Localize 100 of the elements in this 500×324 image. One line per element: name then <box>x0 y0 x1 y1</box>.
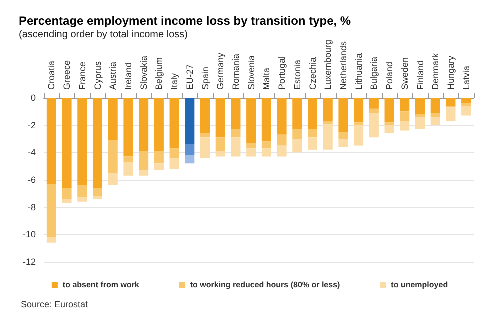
bar <box>216 98 226 138</box>
bar <box>246 148 256 157</box>
source-note: Source: Eurostat <box>21 300 89 310</box>
bar <box>369 108 379 114</box>
bar <box>400 112 410 122</box>
x-tick-label: Portugal <box>277 56 288 90</box>
bar <box>369 113 379 138</box>
bar <box>124 162 134 176</box>
legend-label: to unemployed <box>391 280 448 290</box>
bar <box>108 140 118 174</box>
x-tick-label: Denmark <box>430 52 441 90</box>
bar <box>308 129 318 138</box>
x-tick-label: Croatia <box>46 60 57 90</box>
bar <box>384 122 394 126</box>
bar <box>216 151 226 157</box>
bar <box>124 156 134 162</box>
legend-label: to working reduced hours (80% or less) <box>190 280 341 290</box>
bar <box>246 143 256 149</box>
bar <box>415 114 426 118</box>
legend-label: to absent from work <box>62 280 140 290</box>
bar <box>231 98 241 130</box>
y-tick-label: -12 <box>22 257 36 267</box>
bar <box>354 98 364 123</box>
bar <box>108 98 118 140</box>
bar <box>139 170 149 176</box>
bar <box>323 124 333 150</box>
x-tick-label: Romania <box>230 54 241 90</box>
bar <box>462 106 472 116</box>
bar <box>384 98 394 123</box>
bar <box>46 98 56 184</box>
x-tick-label: Estonia <box>292 60 302 90</box>
bar <box>354 122 364 126</box>
x-tick-label: Belgium <box>154 57 164 90</box>
chart-title: Percentage employment income loss by transition type, % <box>19 14 352 28</box>
x-tick-label: Ireland <box>123 62 134 90</box>
bar <box>92 98 103 188</box>
bar <box>231 129 241 138</box>
bar <box>415 98 426 114</box>
bar <box>78 98 88 186</box>
y-tick-label: -8 <box>28 202 36 212</box>
bar <box>462 103 472 106</box>
bar <box>338 139 348 148</box>
bar <box>216 138 226 152</box>
y-tick-label: -6 <box>28 175 36 185</box>
bar <box>185 144 195 156</box>
bar <box>92 196 103 200</box>
bar <box>200 138 210 158</box>
bar <box>62 98 72 188</box>
bar <box>338 98 348 132</box>
x-tick-label: Bulgaria <box>369 56 380 90</box>
bar <box>277 146 287 157</box>
bar <box>430 117 440 126</box>
x-tick-label: Lithuania <box>354 53 364 90</box>
bar <box>354 125 364 146</box>
bar <box>384 125 394 134</box>
bar <box>338 132 348 139</box>
bar <box>46 237 56 243</box>
bar <box>415 117 426 130</box>
x-tick-label: Slovenia <box>246 55 256 90</box>
x-tick-label: Latvia <box>461 66 472 90</box>
bar <box>62 188 72 200</box>
bar <box>323 121 333 124</box>
x-tick-label: EU-27 <box>184 64 195 90</box>
x-tick-label: Slovakia <box>138 56 149 90</box>
x-tick-label: Greece <box>62 60 72 90</box>
x-tick-label: Finland <box>415 60 426 90</box>
x-tick-label: France <box>77 62 88 90</box>
y-tick-label: 0 <box>30 93 36 103</box>
bar <box>430 98 440 114</box>
bar <box>246 98 256 144</box>
bar <box>323 98 333 122</box>
bar <box>462 98 472 104</box>
bar <box>308 98 318 130</box>
bar <box>262 148 272 157</box>
bar <box>292 98 302 130</box>
x-tick-label: Malta <box>262 68 272 90</box>
bar <box>200 98 210 134</box>
bar <box>292 129 302 139</box>
x-tick-label: Luxembourg <box>323 40 334 90</box>
bar <box>108 173 118 186</box>
bar <box>92 188 103 196</box>
bar <box>277 98 287 135</box>
bar <box>170 148 180 158</box>
bar <box>185 155 195 164</box>
bar <box>139 98 149 152</box>
bar <box>231 138 241 157</box>
bar <box>154 151 164 164</box>
bar <box>369 98 379 109</box>
bar <box>400 121 410 131</box>
bar <box>400 98 410 112</box>
bar <box>170 98 180 149</box>
bar <box>430 113 440 118</box>
bar <box>292 139 302 153</box>
bar <box>62 199 72 204</box>
x-tick-label: Netherlands <box>338 40 348 90</box>
bar <box>78 198 88 202</box>
x-tick-label: Spain <box>200 66 210 90</box>
bar <box>277 134 287 146</box>
bar <box>124 98 134 157</box>
x-tick-label: Germany <box>216 52 226 90</box>
